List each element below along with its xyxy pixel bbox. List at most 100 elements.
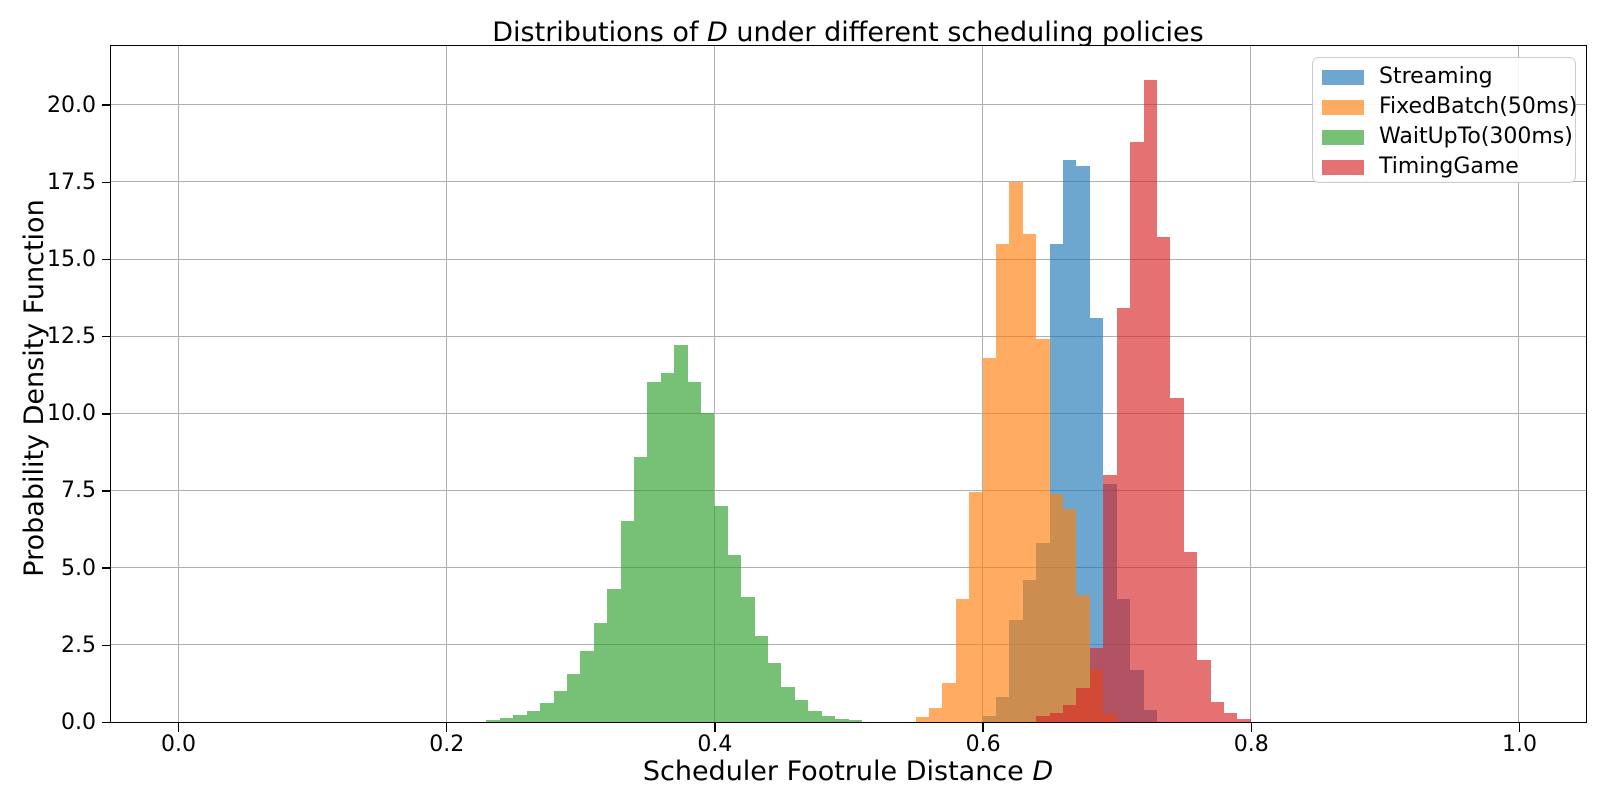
histogram-bar — [996, 244, 1009, 722]
legend-item: WaitUpTo(300ms) — [1322, 122, 1573, 152]
x-tick — [177, 723, 180, 732]
y-tick — [102, 721, 111, 724]
histogram-bar — [567, 674, 580, 722]
chart-title-text: Distributions of — [492, 17, 708, 48]
x-axis-label-text: Scheduler Footrule Distance — [642, 756, 1033, 787]
legend-swatch — [1322, 69, 1364, 85]
histogram-bar — [956, 599, 969, 722]
histogram-bar — [688, 382, 701, 722]
histogram-bar — [1063, 705, 1076, 722]
histogram-bar — [1197, 660, 1211, 722]
grid-line-horizontal — [111, 644, 1586, 646]
x-tick — [446, 723, 448, 732]
y-tick — [102, 104, 111, 106]
histogram-bar — [580, 651, 594, 722]
grid-line-vertical — [713, 46, 715, 722]
y-tick — [102, 413, 111, 415]
histogram-bar — [1237, 719, 1251, 722]
histogram-bar — [1157, 237, 1170, 722]
histogram-bar — [1211, 702, 1224, 722]
histogram-bar — [929, 708, 942, 722]
histogram-bar — [621, 521, 634, 722]
histogram-bar — [781, 687, 795, 722]
grid-line-vertical — [445, 46, 447, 722]
y-tick-label: 15.0 — [47, 246, 96, 272]
histogram-bar — [513, 715, 527, 722]
histogram-bar — [1090, 648, 1103, 722]
histogram-bar — [849, 720, 862, 722]
y-tick — [102, 567, 111, 569]
histogram-bar — [983, 358, 996, 722]
x-tick-label: 0.2 — [429, 732, 465, 757]
legend: Streaming FixedBatch(50ms) WaitUpTo(300ms)… — [1312, 57, 1577, 183]
histogram-bar — [1090, 318, 1103, 722]
histogram-bar — [795, 700, 808, 722]
histogram-bar — [540, 703, 554, 722]
y-tick — [102, 258, 111, 261]
histogram-bar — [1224, 713, 1237, 722]
x-tick-label: 0.8 — [1233, 732, 1269, 757]
y-tick — [102, 644, 111, 647]
x-axis-label: Scheduler Footrule Distance D — [643, 757, 1053, 787]
chart-title-text-post: under different scheduling policies — [727, 17, 1204, 48]
x-tick — [714, 723, 716, 732]
grid-line-vertical — [982, 46, 984, 722]
grid-line-horizontal — [111, 258, 1586, 260]
legend-swatch — [1322, 129, 1364, 145]
histogram-bar — [1050, 494, 1063, 722]
histogram-bar — [768, 663, 781, 722]
series-layer-waitupto-300ms- — [111, 46, 1586, 722]
x-tick — [1518, 723, 1521, 732]
x-axis-label-italic-d: D — [1032, 756, 1054, 787]
legend-item: FixedBatch(50ms) — [1322, 92, 1577, 122]
histogram-bar — [701, 413, 714, 722]
y-axis-label: Probability Density Function — [19, 199, 50, 577]
grid-line-horizontal — [111, 490, 1586, 491]
histogram-bar — [500, 718, 513, 722]
y-tick-label: 7.5 — [61, 478, 96, 504]
y-tick-label: 0.0 — [61, 710, 96, 735]
grid-line-vertical — [177, 46, 179, 722]
x-tick — [1250, 723, 1252, 732]
legend-swatch — [1322, 159, 1364, 175]
y-tick-label: 17.5 — [47, 169, 96, 195]
histogram-bar — [916, 717, 929, 722]
grid-line-vertical — [1518, 46, 1520, 722]
histogram-bar — [728, 555, 741, 722]
x-tick-label: 0.6 — [965, 732, 1001, 757]
histogram-bar — [647, 382, 661, 722]
grid-line-horizontal — [111, 104, 1586, 106]
histogram-bar — [1050, 713, 1063, 722]
x-tick-label: 1.0 — [1501, 732, 1537, 757]
histogram-bar — [1009, 182, 1023, 722]
histogram-bar — [674, 345, 688, 722]
x-tick-label: 0.0 — [161, 732, 197, 757]
x-tick-label: 0.4 — [697, 732, 733, 757]
histogram-bar — [661, 373, 674, 722]
histogram-bar — [607, 589, 621, 722]
histogram-bar — [1076, 166, 1090, 722]
histogram-bar — [741, 597, 755, 722]
histogram-bar — [822, 716, 835, 722]
y-tick — [102, 490, 111, 492]
y-tick — [102, 181, 111, 183]
grid-line-vertical — [1250, 46, 1252, 722]
histogram-bar — [835, 719, 849, 722]
histogram-bar — [1117, 308, 1130, 722]
histogram-bar — [755, 636, 768, 722]
legend-item: Streaming — [1322, 62, 1567, 92]
histogram-bar — [1170, 398, 1184, 722]
histogram-bar — [1144, 80, 1157, 722]
histogram-bar — [969, 492, 983, 722]
y-tick-label: 5.0 — [61, 555, 96, 581]
y-tick-label: 2.5 — [61, 632, 96, 658]
grid-line-horizontal — [111, 567, 1586, 569]
histogram-bar — [808, 711, 822, 722]
histogram-bar — [594, 623, 607, 722]
legend-item: TimingGame — [1322, 152, 1567, 182]
legend-label: WaitUpTo(300ms) — [1379, 124, 1573, 149]
grid-line-horizontal — [111, 181, 1586, 183]
series-layer-timinggame — [111, 46, 1586, 722]
histogram-bar — [554, 691, 567, 722]
